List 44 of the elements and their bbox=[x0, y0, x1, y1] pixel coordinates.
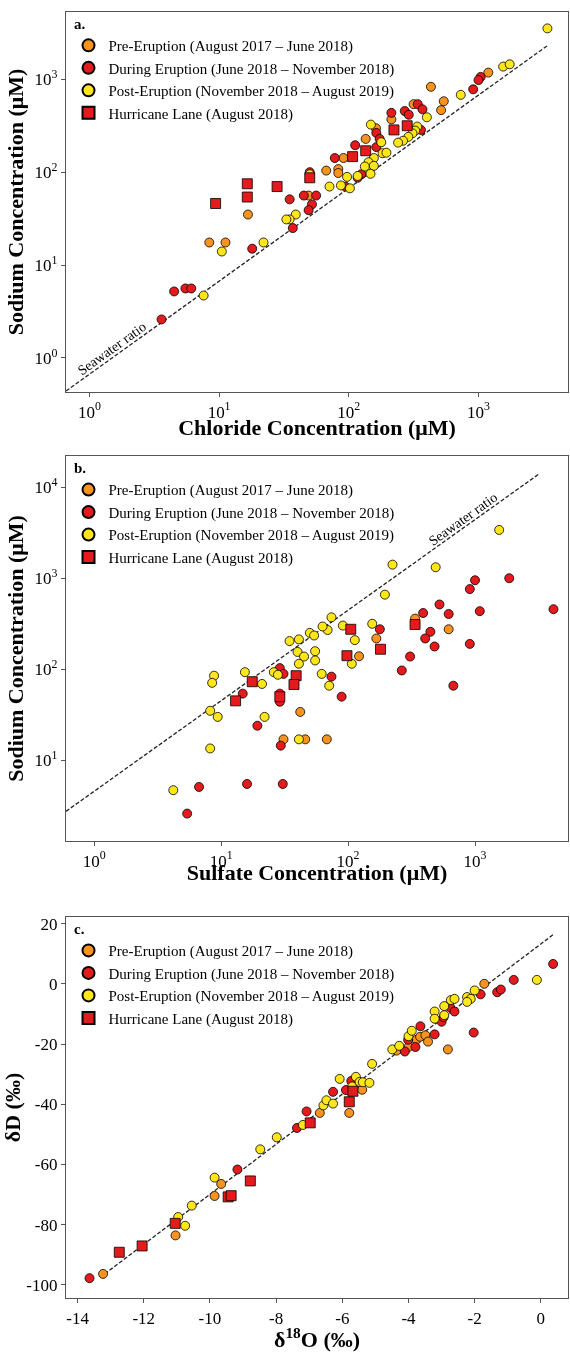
y-tick-label: -40 bbox=[34, 1095, 58, 1115]
y-tick-label: 10$^{3}$ bbox=[34, 67, 58, 90]
legend-label: During Eruption (June 2018 – November 2018) bbox=[108, 965, 395, 983]
x-tick-label: -4 bbox=[401, 1308, 417, 1328]
x-tick-label: 10$^{3}$ bbox=[463, 848, 487, 871]
legend-label: Post-Eruption (November 2018 – August 2019) bbox=[108, 83, 394, 101]
y-tick-label: -60 bbox=[34, 1155, 58, 1175]
legend-label: Pre-Eruption (August 2017 – June 2018) bbox=[108, 943, 354, 961]
y-axis-title: Sodium Concentration (μM) bbox=[3, 515, 29, 782]
y-tick-label: 10$^{0}$ bbox=[34, 345, 58, 368]
y-tick-label: 0 bbox=[48, 974, 58, 994]
x-tick-label: -10 bbox=[198, 1308, 222, 1328]
legend-label: Post-Eruption (November 2018 – August 2019) bbox=[108, 527, 394, 545]
y-axis-title: δD (‰) bbox=[0, 1072, 25, 1143]
annotation: a. bbox=[74, 16, 86, 32]
legend-label: Hurricane Lane (August 2018) bbox=[108, 1010, 294, 1028]
annotation: c. bbox=[74, 921, 85, 937]
legend-label: Hurricane Lane (August 2018) bbox=[108, 549, 294, 567]
legend-label: During Eruption (June 2018 – November 2018) bbox=[108, 504, 395, 522]
legend-label: Post-Eruption (November 2018 – August 2019) bbox=[108, 988, 394, 1006]
y-tick-label: 20 bbox=[40, 914, 58, 934]
x-tick-label: 0 bbox=[536, 1308, 546, 1328]
legend-label: During Eruption (June 2018 – November 2018) bbox=[108, 60, 395, 78]
y-axis-title: Sodium Concentration (μM) bbox=[3, 68, 29, 336]
legend-label: Pre-Eruption (August 2017 – June 2018) bbox=[108, 38, 354, 56]
y-tick-label: 10$^{1}$ bbox=[34, 252, 58, 276]
y-tick-label: -100 bbox=[26, 1275, 58, 1295]
legend-label: Pre-Eruption (August 2017 – June 2018) bbox=[108, 482, 354, 500]
x-tick-label: 10$^{2}$ bbox=[337, 399, 361, 422]
y-tick-label: 10$^{4}$ bbox=[34, 474, 58, 498]
x-tick-label: -2 bbox=[467, 1308, 482, 1328]
x-tick-label: 10$^{3}$ bbox=[467, 399, 491, 422]
legend-label: Hurricane Lane (August 2018) bbox=[108, 105, 294, 123]
x-tick-label: -14 bbox=[66, 1308, 90, 1328]
y-tick-label: 10$^{2}$ bbox=[34, 657, 58, 680]
y-tick-label: -80 bbox=[34, 1215, 58, 1235]
x-tick-label: -12 bbox=[132, 1308, 156, 1328]
y-tick-label: 10$^{3}$ bbox=[34, 566, 58, 589]
y-tick-label: -20 bbox=[34, 1034, 58, 1054]
y-tick-label: 10$^{2}$ bbox=[34, 159, 58, 183]
x-tick-label: 10$^{0}$ bbox=[77, 399, 101, 422]
y-tick-label: 10$^{1}$ bbox=[34, 748, 58, 771]
x-tick-label: 10$^{0}$ bbox=[82, 848, 106, 871]
annotation: b. bbox=[74, 460, 87, 476]
